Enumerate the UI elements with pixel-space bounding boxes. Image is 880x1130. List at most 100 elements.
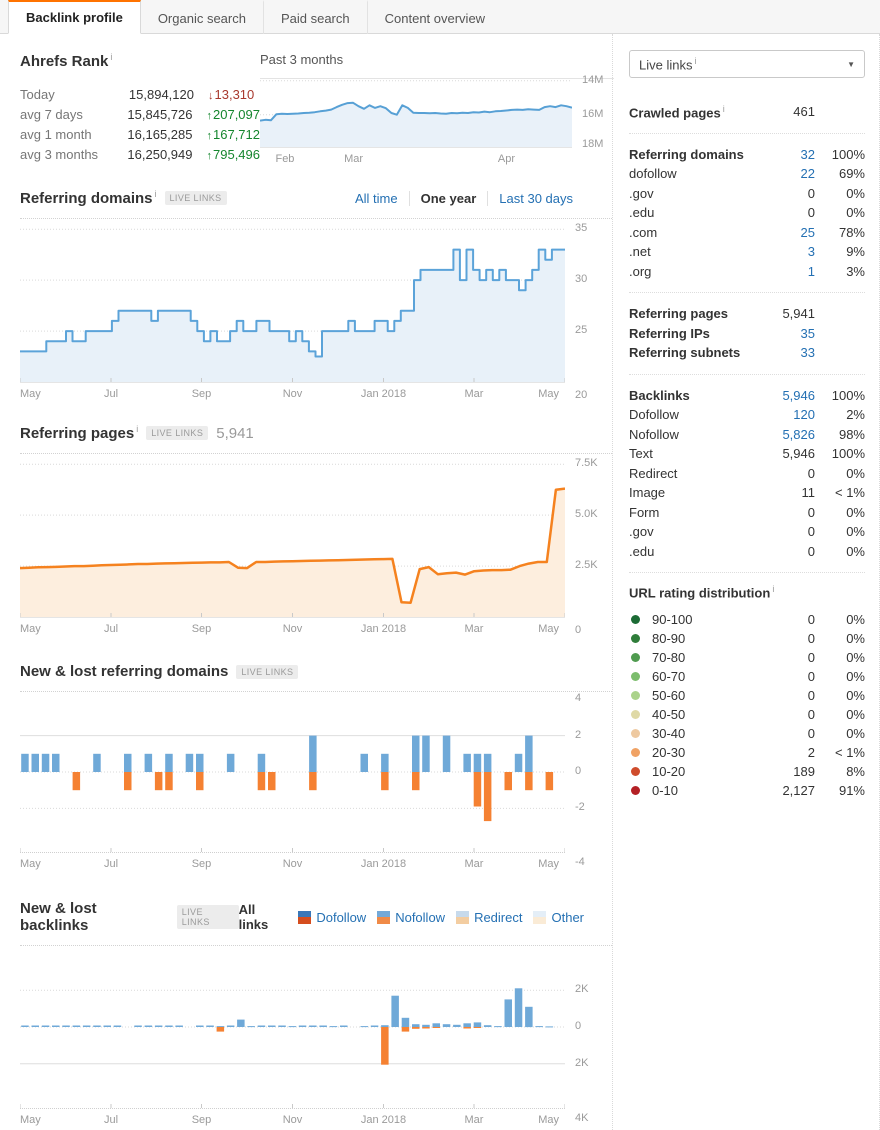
tab-backlink-profile[interactable]: Backlink profile <box>8 0 141 34</box>
content: Ahrefs Rank Today 15,894,120 13,310 avg … <box>0 34 880 1130</box>
stat-label: Image <box>629 485 666 501</box>
stat-percent: 100% <box>831 446 865 462</box>
live-links-badge: LIVE LINKS <box>164 191 227 205</box>
x-axis-label: Sep <box>191 1114 212 1126</box>
rank-row-delta: 795,496 <box>207 147 260 162</box>
rank-trend-chart[interactable]: 14M 16M 18M <box>259 74 603 150</box>
legend-redirect[interactable]: Redirect <box>456 910 522 925</box>
range-one-year[interactable]: One year <box>408 190 488 206</box>
stat-value[interactable]: 35 <box>800 325 815 341</box>
stat-percent: 69% <box>838 166 865 182</box>
y-axis-label: 7.5K <box>575 457 598 470</box>
rating-dot-icon <box>631 615 640 625</box>
rating-range-label: 50-60 <box>652 688 686 704</box>
rating-percent: 0% <box>846 707 865 723</box>
y-axis-label: 2K <box>575 1056 589 1069</box>
x-axis-label: Sep <box>191 623 212 635</box>
rating-percent: 8% <box>846 764 865 780</box>
stat-percent: 0% <box>846 185 865 201</box>
stat-value[interactable]: 5,946 <box>782 387 815 403</box>
stat-label: Referring IPs <box>629 325 710 341</box>
stat-row: Form 0 0% <box>629 503 865 523</box>
rank-row: Today 15,894,120 13,310 <box>20 84 260 104</box>
new-lost-domains-wrap: 4 2 0 -2 -4 May Jul Sep Nov Jan 2018 Mar May <box>19 691 612 874</box>
rating-range-label: 0-10 <box>652 783 679 799</box>
stat-value[interactable]: 120 <box>793 407 815 423</box>
legend-swatch-icon <box>456 910 470 924</box>
stat-value[interactable]: 3 <box>807 244 815 260</box>
links-filter-dropdown[interactable]: Live links <box>629 50 865 78</box>
legend-other[interactable]: Other <box>533 910 584 925</box>
referring-pages-title: Referring pages <box>20 424 138 442</box>
rating-dot-icon <box>631 786 640 796</box>
x-axis-label: Jul <box>103 1114 119 1126</box>
ref_pages-x-axis: May Jul Sep Nov Jan 2018 Mar May <box>20 623 565 639</box>
stat-percent: < 1% <box>835 485 865 501</box>
x-axis-label: May <box>20 1114 41 1126</box>
rating-dot-icon <box>631 767 640 777</box>
stat-value[interactable]: 5,826 <box>782 426 815 442</box>
x-axis-label: Jul <box>103 388 119 400</box>
rank-row-delta: 167,712 <box>207 127 260 142</box>
rating-range-label: 90-100 <box>652 612 693 628</box>
stat-percent: 9% <box>846 244 865 260</box>
tab-content-overview[interactable]: Content overview <box>366 0 502 34</box>
referring-pages-chart[interactable]: 7.5K 5.0K 2.5K 0 <box>19 454 598 636</box>
rating-value: 2,127 <box>782 783 815 799</box>
legend-swatch-icon <box>298 910 312 924</box>
stat-row: Text 5,946 100% <box>629 444 865 464</box>
new-lost-domains-chart[interactable]: 4 2 0 -2 -4 <box>19 692 585 868</box>
legend-dofollow[interactable]: Dofollow <box>298 910 366 925</box>
stat-value[interactable]: 22 <box>800 166 815 182</box>
x-axis-label: Apr <box>497 153 516 165</box>
stat-label: Dofollow <box>629 407 679 423</box>
url-rating-title: URL rating distribution <box>629 584 865 600</box>
x-axis-label: May <box>538 1114 560 1126</box>
new-lost-backlinks-chart[interactable]: 2K 0 2K 4K <box>19 946 588 1124</box>
legend-nofollow[interactable]: Nofollow <box>377 910 445 925</box>
crawled-pages-value: 461 <box>793 104 815 120</box>
stat-value[interactable]: 33 <box>800 345 815 361</box>
divider <box>629 373 865 375</box>
rank-row: avg 7 days 15,845,726 207,097 <box>20 104 260 124</box>
stat-percent: 3% <box>846 263 865 279</box>
stat-label: Referring subnets <box>629 345 741 361</box>
rank-row-value: 16,250,949 <box>127 146 193 162</box>
stat-label: .com <box>629 224 658 240</box>
tab-paid-search[interactable]: Paid search <box>262 0 367 34</box>
url-rating-table: 90-100 0 0% 80-90 0 0% 70-80 0 0% <box>629 610 865 800</box>
stat-percent: 2% <box>846 407 865 423</box>
stat-label: .edu <box>629 205 655 221</box>
ref_domains-x-axis: May Jul Sep Nov Jan 2018 Mar May <box>20 388 565 404</box>
x-axis-label: Nov <box>282 1114 303 1126</box>
rating-value: 2 <box>807 745 815 761</box>
url-rating-row: 30-40 0 0% <box>629 724 865 743</box>
referring-domains-chart[interactable]: 35 30 25 20 <box>19 219 587 401</box>
ahrefs-rank-section: Ahrefs Rank Today 15,894,120 13,310 avg … <box>20 52 260 169</box>
stat-label: .gov <box>629 185 654 201</box>
stat-row: .net 3 9% <box>629 242 865 262</box>
range-last-30-days[interactable]: Last 30 days <box>487 190 584 206</box>
url-rating-row: 90-100 0 0% <box>629 610 865 629</box>
stat-percent: 98% <box>838 426 865 442</box>
stat-value[interactable]: 25 <box>800 224 815 240</box>
stat-row: .com 25 78% <box>629 223 865 243</box>
tab-organic-search[interactable]: Organic search <box>157 10 246 26</box>
stat-value: 0 <box>807 205 815 221</box>
rating-percent: 0% <box>846 650 865 666</box>
ref_pages-svg <box>19 463 566 617</box>
x-axis-label: Sep <box>191 388 212 400</box>
stat-value[interactable]: 1 <box>807 263 815 279</box>
range-all-time[interactable]: All time <box>355 190 398 206</box>
x-axis-label: May <box>538 388 560 400</box>
stat-row: .gov 0 0% <box>629 184 865 204</box>
legend-all-links[interactable]: All links <box>238 902 269 932</box>
stat-value[interactable]: 32 <box>800 146 815 162</box>
url-rating-row: 60-70 0 0% <box>629 667 865 686</box>
x-axis-label: Jul <box>103 858 119 870</box>
stats-sidebar: Live links Crawled pages 461 Referring d… <box>612 34 880 1130</box>
y-axis-label: 0 <box>575 624 582 636</box>
live-links-badge: LIVE LINKS <box>176 905 239 929</box>
y-axis-label: -2 <box>575 801 585 814</box>
crawled-pages-row: Crawled pages 461 <box>629 102 865 122</box>
